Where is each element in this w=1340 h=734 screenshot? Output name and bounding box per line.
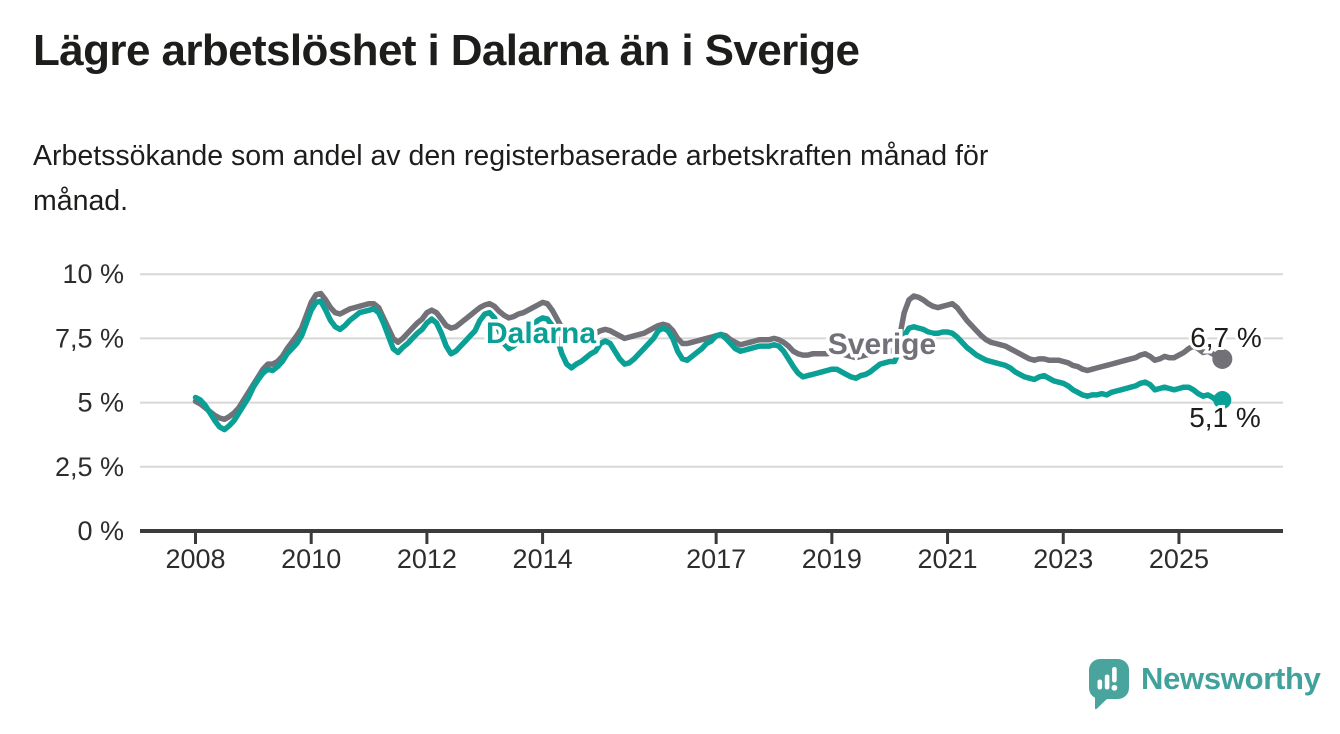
series-label-dalarna: Dalarna (486, 317, 596, 350)
y-tick-label-2,5%: 2,5 % (55, 452, 124, 482)
x-tick-label-2012: 2012 (397, 544, 457, 574)
exclamation-icon (1112, 667, 1117, 683)
y-tick-label-5%: 5 % (77, 388, 124, 418)
x-tick-label-2025: 2025 (1149, 544, 1209, 574)
page-title: Lägre arbetslöshet i Dalarna än i Sverig… (33, 26, 860, 75)
bar-chart-icon (1097, 679, 1103, 690)
series-label-sverige: Sverige (828, 328, 936, 361)
series-endpoint-dalarna (1213, 391, 1232, 410)
series-line-dalarna (192, 298, 1226, 433)
speech-bubble-tail (1095, 694, 1110, 710)
x-tick-label-2017: 2017 (686, 544, 746, 574)
series-endpoint-sverige (1212, 348, 1233, 369)
series-line-sverige (192, 290, 1226, 423)
x-tick-label-2008: 2008 (165, 544, 225, 574)
chart-subtitle: Arbetssökande som andel av den registerb… (33, 140, 989, 217)
x-tick-label-2014: 2014 (513, 544, 573, 574)
newsworthy-logo-icon (1089, 659, 1129, 710)
x-tick-label-2023: 2023 (1033, 544, 1093, 574)
y-tick-label-7,5%: 7,5 % (55, 323, 124, 353)
x-tick-label-2019: 2019 (802, 544, 862, 574)
end-value-label-dalarna: 5,1 % (1189, 402, 1261, 433)
y-tick-label-0%: 0 % (77, 516, 124, 546)
x-tick-label-2021: 2021 (918, 544, 978, 574)
end-value-label-sverige: 6,7 % (1190, 322, 1262, 353)
y-tick-label-10%: 10 % (62, 259, 124, 289)
newsworthy-wordmark: Newsworthy (1141, 661, 1321, 696)
newsworthy-logo[interactable]: Newsworthy (1088, 658, 1321, 710)
x-tick-label-2010: 2010 (281, 544, 341, 574)
